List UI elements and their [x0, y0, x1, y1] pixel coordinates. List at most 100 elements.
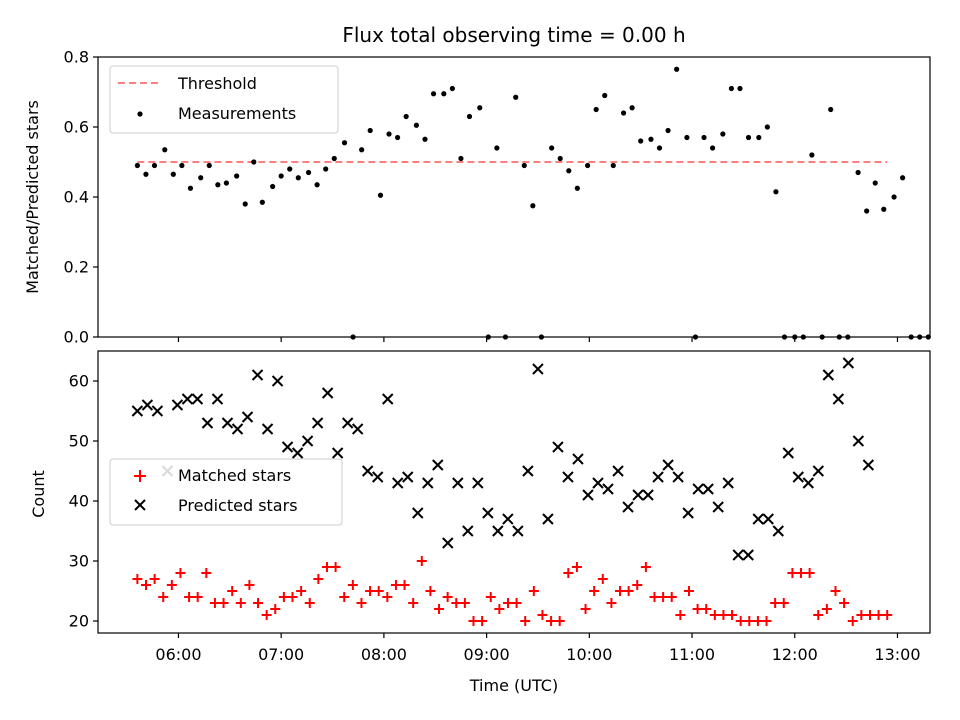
- matched-star-point: [184, 592, 195, 602]
- measurement-point: [665, 127, 671, 134]
- matched-star-point: [692, 604, 703, 614]
- measurement-point: [836, 334, 842, 340]
- predicted-star-point: [382, 393, 394, 405]
- measurement-point: [502, 334, 509, 340]
- measurement-point: [449, 85, 455, 92]
- predicted-star-point: [822, 369, 835, 381]
- top-plot-marks: [134, 66, 931, 340]
- matched-star-point: [313, 574, 324, 584]
- matched-star-point: [821, 604, 832, 614]
- matched-star-point: [640, 562, 651, 572]
- measurement-point: [305, 169, 312, 176]
- predicted-star-point: [281, 441, 294, 453]
- matched-star-point: [727, 610, 738, 620]
- bottom-y-axis-label: Count: [29, 470, 48, 518]
- x-tick-label: 10:00: [566, 645, 612, 664]
- matched-star-point: [459, 598, 470, 608]
- x-tick-label: 06:00: [155, 645, 201, 664]
- predicted-star-point: [762, 513, 774, 525]
- legend-matched-label: Matched stars: [178, 466, 291, 485]
- matched-star-point: [287, 592, 298, 602]
- measurement-point: [538, 334, 544, 340]
- top-y-axis: 0.0 0.2 0.4 0.6 0.8: [64, 48, 98, 347]
- measurement-point: [828, 106, 834, 113]
- measurement-point: [530, 203, 536, 209]
- predicted-star-point: [812, 465, 825, 477]
- measurement-point: [179, 162, 185, 169]
- predicted-star-point: [722, 477, 734, 489]
- measurement-point: [323, 166, 329, 172]
- measurement-point: [566, 168, 572, 174]
- measurement-point: [413, 122, 420, 128]
- predicted-star-point: [732, 549, 744, 561]
- predicted-star-point: [782, 447, 794, 459]
- x-tick-label: 08:00: [361, 645, 407, 664]
- predicted-star-point: [321, 387, 334, 399]
- matched-star-point: [623, 586, 634, 596]
- measurement-point: [891, 194, 897, 200]
- measurement-point: [513, 94, 519, 100]
- matched-star-point: [735, 616, 746, 626]
- measurement-point: [494, 145, 500, 151]
- matched-star-point: [227, 586, 238, 596]
- measurement-point: [359, 147, 365, 153]
- matched-star-point: [683, 586, 694, 596]
- x-tick-label: 13:00: [874, 645, 920, 664]
- measurement-point: [809, 152, 815, 158]
- measurement-point: [602, 92, 608, 99]
- bottom-y-tick-label: 40: [69, 492, 89, 511]
- predicted-star-point: [341, 417, 354, 429]
- predicted-star-point: [432, 459, 444, 471]
- predicted-star-point: [141, 399, 154, 411]
- matched-star-point: [744, 616, 755, 626]
- predicted-star-point: [361, 465, 374, 477]
- predicted-star-point: [582, 489, 594, 501]
- predicted-star-point: [752, 513, 764, 525]
- predicted-star-point: [371, 471, 384, 483]
- measurement-point: [477, 105, 483, 111]
- matched-star-point: [330, 562, 341, 572]
- matched-star-point: [382, 592, 393, 602]
- predicted-star-point: [331, 447, 344, 459]
- measurement-point: [466, 113, 473, 120]
- top-y-tick-label: 0.8: [64, 48, 89, 67]
- predicted-star-point: [642, 489, 654, 501]
- matched-star-point: [864, 610, 875, 620]
- measurement-point: [331, 155, 337, 162]
- measurement-point: [170, 171, 176, 177]
- measurement-point: [223, 180, 229, 186]
- measurement-point: [792, 334, 798, 340]
- matched-star-point: [244, 580, 255, 590]
- top-y-tick-label: 0.6: [64, 118, 89, 137]
- measurement-point: [845, 334, 851, 340]
- matched-star-point: [718, 610, 729, 620]
- measurement-point: [781, 334, 788, 340]
- predicted-star-point: [502, 513, 514, 525]
- measurement-point: [422, 136, 428, 142]
- matched-star-point: [434, 604, 445, 614]
- predicted-star-point: [261, 423, 274, 435]
- predicted-star-point: [772, 525, 784, 537]
- predicted-star-point: [301, 435, 314, 447]
- predicted-star-point: [792, 471, 804, 483]
- predicted-star-point: [612, 465, 624, 477]
- matched-star-point: [468, 616, 479, 626]
- bottom-y-axis: 20 30 40 50 60: [69, 372, 98, 631]
- measurement-point: [756, 134, 762, 141]
- predicted-star-point: [181, 393, 194, 405]
- measurement-point: [270, 183, 276, 190]
- matched-star-point: [296, 586, 307, 596]
- legend-measurements-swatch: [137, 111, 143, 117]
- predicted-star-point: [562, 471, 574, 483]
- measurement-point: [430, 91, 437, 97]
- matched-star-point: [658, 592, 669, 602]
- matched-star-point: [270, 604, 281, 614]
- predicted-star-point: [522, 465, 534, 477]
- matched-star-point: [649, 592, 660, 602]
- measurement-point: [557, 155, 563, 162]
- x-tick-label: 12:00: [772, 645, 818, 664]
- bottom-legend-box: [109, 458, 343, 526]
- measurement-point: [485, 334, 491, 340]
- measurement-point: [737, 85, 743, 92]
- bottom-legend: Matched stars Predicted stars: [109, 458, 343, 526]
